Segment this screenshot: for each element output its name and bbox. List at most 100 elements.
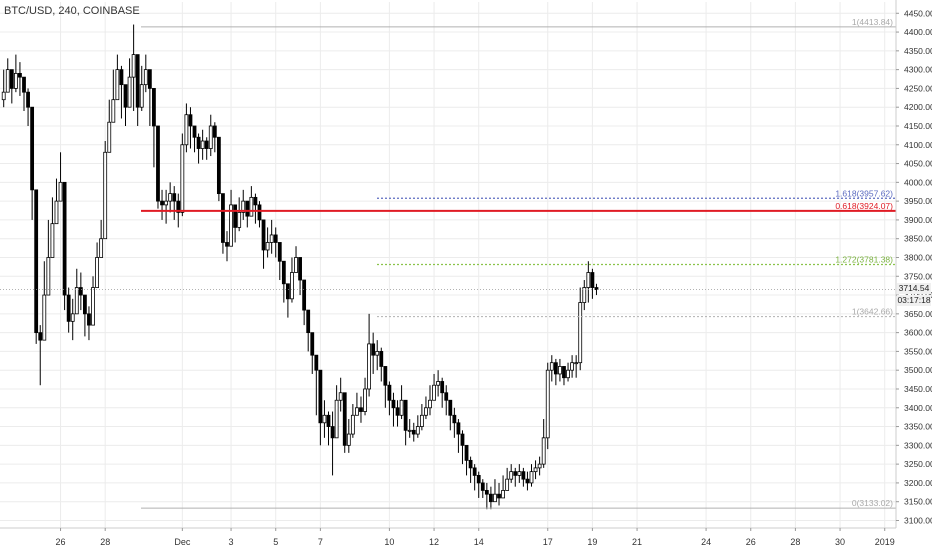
x-tick-label: 28: [790, 537, 800, 547]
candle-body: [143, 69, 148, 86]
candle-body: [395, 407, 400, 416]
x-tick-label: 26: [746, 537, 756, 547]
candle-body: [176, 200, 181, 213]
candle-body: [91, 287, 95, 326]
candle-body: [204, 140, 209, 149]
candle-body: [135, 54, 140, 108]
candle-body: [66, 294, 71, 322]
candle-body: [387, 384, 392, 401]
candle-body: [115, 69, 120, 101]
candle-body: [277, 242, 282, 262]
y-tick-label: 4250.00: [904, 83, 932, 93]
candle-body: [468, 459, 473, 469]
candle-body: [574, 362, 579, 365]
candle-body: [488, 493, 493, 503]
x-tick-label: 7: [318, 537, 323, 547]
candle-body: [249, 196, 254, 217]
candle-body: [562, 366, 566, 379]
candle-body: [436, 381, 441, 386]
candle-body: [350, 414, 355, 435]
candle-body: [50, 223, 55, 258]
candle-body: [517, 471, 522, 476]
candle-body: [594, 287, 599, 290]
candle-body: [99, 238, 104, 258]
y-tick-label: 3550.00: [904, 346, 932, 356]
candle-body: [480, 482, 485, 491]
candle-body: [302, 279, 307, 311]
y-tick-label: 4000.00: [904, 177, 932, 187]
candle-body: [407, 429, 412, 432]
y-tick-label: 3200.00: [904, 478, 932, 488]
candle-body: [566, 369, 570, 379]
candle-body: [334, 399, 339, 439]
candle-body: [464, 444, 469, 461]
candle-body: [265, 242, 270, 251]
candle-body: [83, 294, 87, 315]
y-tick-label: 3850.00: [904, 234, 932, 244]
x-tick-label: 3: [229, 537, 234, 547]
candle-body: [371, 343, 376, 356]
candle-body: [476, 474, 481, 484]
candle-body: [46, 257, 51, 296]
y-tick-label: 4050.00: [904, 159, 932, 169]
candle-body: [578, 302, 583, 364]
candle-body: [338, 392, 343, 401]
candle-body: [586, 272, 591, 288]
candle-body: [164, 200, 169, 206]
candle-body: [399, 399, 404, 416]
candle-body: [310, 332, 315, 356]
candle-body: [456, 422, 461, 435]
candle-body: [545, 369, 550, 439]
candle-body: [160, 200, 164, 206]
candle-body: [448, 399, 453, 416]
x-tick-label: Dec: [174, 537, 191, 547]
countdown-tag: 03:17:18: [897, 295, 931, 306]
candle-body: [570, 362, 574, 371]
candle-body: [298, 257, 302, 281]
candle-body: [553, 362, 558, 375]
y-tick-label: 4100.00: [904, 140, 932, 150]
fib-level-label: 1.272(3781.38): [835, 254, 893, 264]
x-tick-label: 2019: [875, 537, 895, 547]
y-tick-label: 3800.00: [904, 252, 932, 262]
y-tick-label: 4350.00: [904, 46, 932, 56]
candle-body: [513, 471, 518, 476]
fib-levels: 1(4413.84) 1.618(3957.62) 0.618(3924.07) 1.…: [0, 17, 896, 509]
candle-body: [440, 381, 445, 394]
candle-body: [9, 69, 14, 89]
candle-body: [241, 200, 246, 213]
candle-body: [533, 467, 538, 473]
candle-body: [18, 72, 22, 78]
candle-body: [294, 257, 298, 273]
candle-body: [1, 91, 6, 101]
y-tick-label: 3150.00: [904, 497, 932, 507]
x-tick-label: 24: [701, 537, 711, 547]
candle-body: [509, 471, 514, 480]
candle-body: [359, 407, 363, 412]
candle-body: [131, 54, 136, 78]
candle-body: [212, 125, 217, 138]
candle-body: [74, 287, 79, 315]
candle-body: [419, 414, 424, 427]
candle-body: [269, 234, 274, 243]
candle-body: [123, 84, 128, 108]
candle-body: [505, 478, 510, 491]
candle-body: [5, 69, 10, 93]
candle-body: [330, 426, 335, 439]
candle-body: [326, 414, 331, 427]
candle-body: [273, 234, 278, 243]
candle-body: [290, 272, 294, 300]
candle-body: [180, 144, 185, 213]
candle-body: [582, 287, 587, 303]
candle-body: [54, 200, 59, 225]
candle-body: [411, 429, 416, 435]
candle-body: [428, 399, 432, 409]
candle-body: [26, 91, 30, 108]
candle-body: [70, 313, 75, 322]
candle-body: [549, 362, 554, 371]
y-tick-label: 4400.00: [904, 27, 932, 37]
candle-body: [152, 88, 156, 127]
y-tick-label: 3650.00: [904, 309, 932, 319]
candle-body: [111, 99, 116, 123]
y-tick-label: 3750.00: [904, 271, 932, 281]
